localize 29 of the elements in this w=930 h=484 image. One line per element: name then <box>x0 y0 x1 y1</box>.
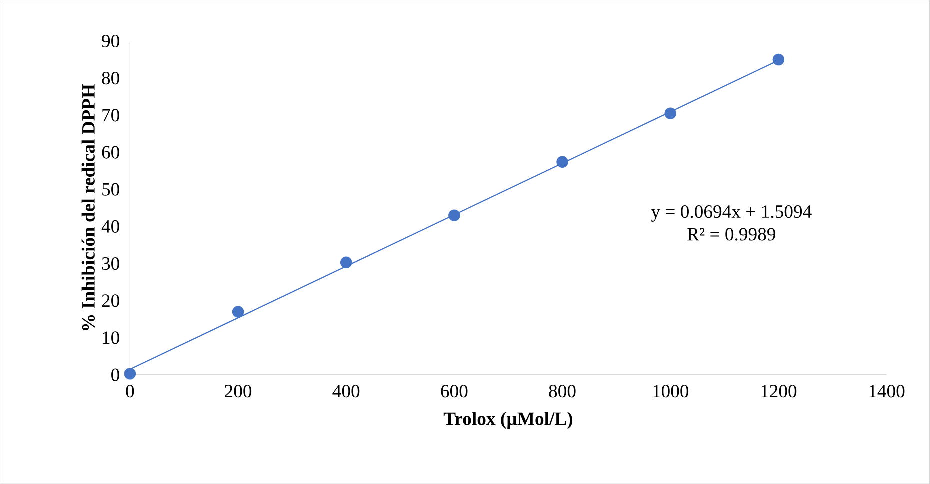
x-tick-label: 1200 <box>762 384 797 398</box>
y-axis-title: % Inhibición del redical DPPH <box>82 84 96 330</box>
x-tick-label: 200 <box>225 384 252 398</box>
y-tick-label: 30 <box>102 257 120 270</box>
x-tick-label: 1400 <box>870 384 905 398</box>
point <box>556 156 568 168</box>
x-tick-label: 0 <box>126 384 134 398</box>
x-tick-label: 600 <box>441 384 468 398</box>
point <box>664 108 676 120</box>
x-tick-label: 1000 <box>654 384 689 398</box>
y-tick-label: 0 <box>112 368 120 382</box>
y-tick-label: 50 <box>102 183 120 196</box>
point <box>124 368 136 380</box>
point <box>772 54 785 66</box>
x-tick-label: 800 <box>549 384 576 398</box>
y-tick-label: 60 <box>102 146 120 159</box>
x-axis-title: Trolox (µMol/L) <box>444 412 573 429</box>
y-tick-label: 40 <box>102 220 120 233</box>
point <box>448 210 460 222</box>
y-tick-label: 80 <box>102 72 120 85</box>
x-tick-label: 400 <box>332 384 360 398</box>
annotation: y = 0.0694x + 1.5094 <box>651 205 812 222</box>
y-tick-label: 20 <box>102 294 120 308</box>
annotation: R² = 0.9989 <box>688 228 776 241</box>
y-tick-label: 10 <box>103 332 120 344</box>
y-tick-label: 90 <box>102 34 120 48</box>
point <box>340 256 352 268</box>
y-tick-label: 70 <box>102 109 120 122</box>
point <box>232 306 244 318</box>
